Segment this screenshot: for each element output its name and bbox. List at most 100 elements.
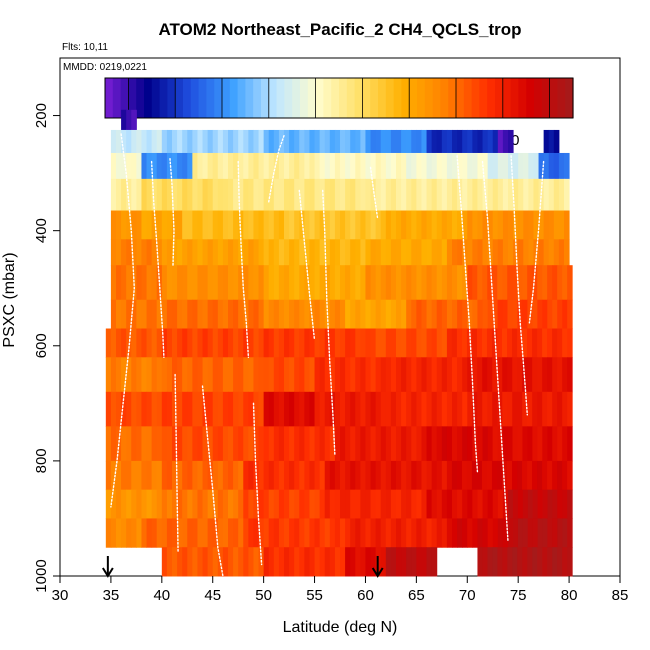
- heatmap-cell: [355, 265, 361, 301]
- colorbar-segment: [456, 78, 465, 118]
- heatmap-cell: [396, 328, 402, 358]
- heatmap-cell: [217, 178, 224, 212]
- heatmap-cell: [462, 299, 468, 330]
- heatmap-cell: [441, 265, 448, 301]
- heatmap-cell: [411, 518, 417, 548]
- heatmap-cell: [385, 239, 392, 266]
- heatmap-cell: [187, 265, 193, 301]
- heatmap-cell: [522, 357, 528, 393]
- heatmap-cell: [319, 265, 326, 301]
- heatmap-cell: [553, 210, 560, 240]
- heatmap-cell: [131, 391, 137, 427]
- heatmap-cell: [548, 239, 555, 266]
- heatmap-cell: [421, 489, 428, 519]
- heatmap-cell: [222, 328, 229, 358]
- heatmap-cell: [197, 357, 204, 393]
- heatmap-cell: [557, 265, 563, 301]
- flight-track: [174, 373, 179, 554]
- heatmap-cell: [562, 489, 568, 519]
- heatmap-cell: [324, 489, 331, 519]
- colorbar-segment: [385, 78, 395, 118]
- heatmap-cell: [456, 460, 463, 491]
- heatmap-cell: [345, 489, 351, 519]
- heatmap-cell: [156, 489, 163, 519]
- heatmap-cell: [136, 239, 142, 266]
- heatmap-cell: [345, 328, 351, 358]
- heatmap-cell: [365, 426, 372, 462]
- heatmap-cell: [105, 426, 112, 462]
- heatmap-cell: [522, 265, 528, 301]
- heatmap-cell: [238, 391, 244, 427]
- heatmap-cell: [482, 518, 489, 548]
- heatmap-cell: [233, 489, 239, 519]
- heatmap-cell: [532, 357, 538, 393]
- heatmap-cell: [532, 265, 538, 301]
- heatmap-cell: [385, 210, 392, 240]
- heatmap-cell: [136, 391, 142, 427]
- heatmap-cell: [222, 547, 229, 577]
- heatmap-cell: [512, 391, 518, 427]
- heatmap-cell: [278, 391, 285, 427]
- colorbar-segment: [268, 78, 278, 118]
- heatmap-cell: [116, 265, 122, 301]
- colorbar-segment: [432, 78, 441, 118]
- heatmap-cell: [421, 299, 428, 330]
- heatmap-cell: [365, 547, 372, 577]
- heatmap-cell: [462, 265, 468, 301]
- heatmap-cell: [552, 265, 558, 301]
- heatmap-cell: [126, 129, 132, 154]
- heatmap-cell: [126, 299, 132, 330]
- heatmap-cell: [324, 426, 331, 462]
- heatmap-cell: [222, 489, 229, 519]
- heatmap-cell: [284, 518, 290, 548]
- heatmap-cell: [370, 299, 377, 330]
- heatmap-cell: [161, 547, 168, 577]
- heatmap-cell: [177, 152, 183, 180]
- colorbar-segment: [541, 78, 551, 118]
- heatmap-cell: [345, 210, 351, 240]
- heatmap-cell: [390, 328, 397, 358]
- heatmap-cell: [345, 518, 351, 548]
- heatmap-cell: [406, 152, 412, 180]
- heatmap-cell: [151, 265, 158, 301]
- heatmap-cell: [564, 239, 570, 266]
- x-tick-label: 55: [306, 587, 323, 604]
- heatmap-cell: [309, 210, 316, 240]
- heatmap-cell: [233, 178, 239, 212]
- heatmap-cell: [146, 328, 153, 358]
- heatmap-cell: [567, 460, 573, 491]
- heatmap-cell: [126, 518, 132, 548]
- heatmap-cell: [172, 129, 178, 154]
- heatmap-cell: [228, 391, 234, 427]
- heatmap-cell: [340, 391, 346, 427]
- heatmap-cell: [416, 391, 422, 427]
- heatmap-cell: [492, 239, 499, 266]
- heatmap-cell: [207, 129, 214, 154]
- heatmap-cell: [380, 178, 387, 212]
- heatmap-cell: [212, 518, 219, 548]
- heatmap-cell: [472, 178, 478, 212]
- heatmap-cell: [166, 239, 173, 266]
- heatmap-cell: [192, 391, 198, 427]
- heatmap-cell: [452, 152, 458, 180]
- heatmap-cell: [207, 299, 214, 330]
- heatmap-cell: [217, 391, 224, 427]
- heatmap-cell: [202, 328, 209, 358]
- heatmap-cell: [477, 178, 484, 212]
- heatmap-cell: [416, 178, 422, 212]
- heatmap-cell: [294, 178, 300, 212]
- heatmap-cell: [105, 460, 112, 491]
- heatmap-cell: [228, 547, 234, 577]
- heatmap-cell: [263, 460, 270, 491]
- heatmap-cell: [441, 460, 448, 491]
- heatmap-cell: [258, 129, 265, 154]
- heatmap-cell: [512, 518, 519, 548]
- heatmap-cell: [243, 460, 249, 491]
- heatmap-cell: [202, 357, 209, 393]
- heatmap-cell: [182, 178, 188, 212]
- heatmap-cell: [487, 391, 493, 427]
- heatmap-cell: [567, 426, 573, 462]
- heatmap-cell: [217, 357, 224, 393]
- heatmap-cell: [547, 489, 553, 519]
- heatmap-cell: [345, 391, 351, 427]
